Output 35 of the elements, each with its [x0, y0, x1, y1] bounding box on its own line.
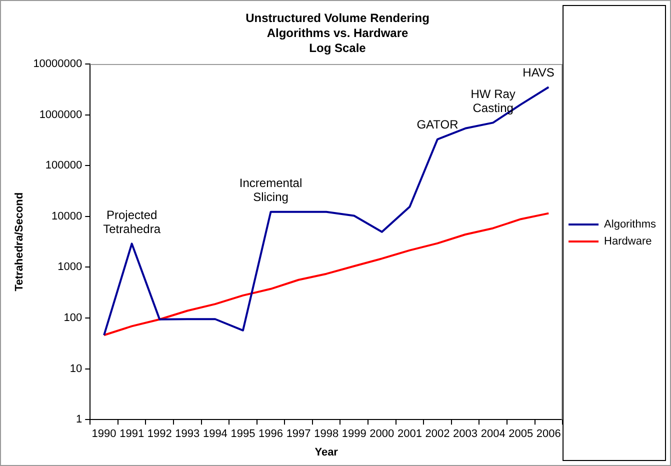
y-tick-label: 10: [70, 362, 82, 375]
chart-title: Unstructured Volume Rendering Algorithms vs. Hardware Log Scale: [246, 10, 430, 55]
x-tick-label: 2000: [370, 428, 394, 440]
annotation: HW Ray Casting: [470, 86, 516, 115]
x-tick-label: 1990: [92, 428, 116, 440]
x-tick-label: 1999: [342, 428, 366, 440]
y-tick-label: 1000000: [39, 108, 82, 121]
x-tick-label: 2001: [397, 428, 422, 440]
y-tick-label: 10000000: [33, 58, 82, 70]
y-tick-label: 10000: [52, 210, 82, 222]
annotation: Incremental Slicing: [239, 176, 302, 204]
legend-label: Hardware: [604, 236, 652, 248]
y-tick-label: 1000: [58, 261, 82, 274]
x-tick-label: 1995: [230, 428, 256, 440]
x-tick-label: 1996: [258, 428, 284, 440]
x-tick-label: 2006: [536, 428, 561, 440]
x-tick-label: 1994: [202, 428, 228, 440]
x-axis-title: Year: [314, 446, 339, 458]
y-tick-label: 100000: [45, 160, 82, 172]
x-tick-label: 1992: [147, 428, 172, 440]
x-tick-label: 2004: [480, 428, 506, 440]
x-tick-label: 2002: [425, 428, 450, 440]
x-tick-label: 1991: [120, 428, 144, 440]
x-tick-label: 1997: [286, 428, 311, 440]
x-tick-label: 2005: [508, 428, 534, 440]
y-tick-label: 1: [76, 414, 82, 426]
x-tick-label: 1998: [314, 428, 339, 440]
y-tick-label: 100: [64, 312, 82, 324]
x-tick-label: 2003: [453, 428, 478, 440]
legend-label: Algorithms: [604, 218, 656, 231]
annotation: Projected Tetrahedra: [103, 208, 161, 236]
y-axis-title: Tetrahedra/Second: [14, 192, 26, 292]
annotation: HAVS: [522, 65, 554, 80]
annotation: GATOR: [416, 118, 459, 132]
x-tick-label: 1993: [175, 428, 200, 440]
